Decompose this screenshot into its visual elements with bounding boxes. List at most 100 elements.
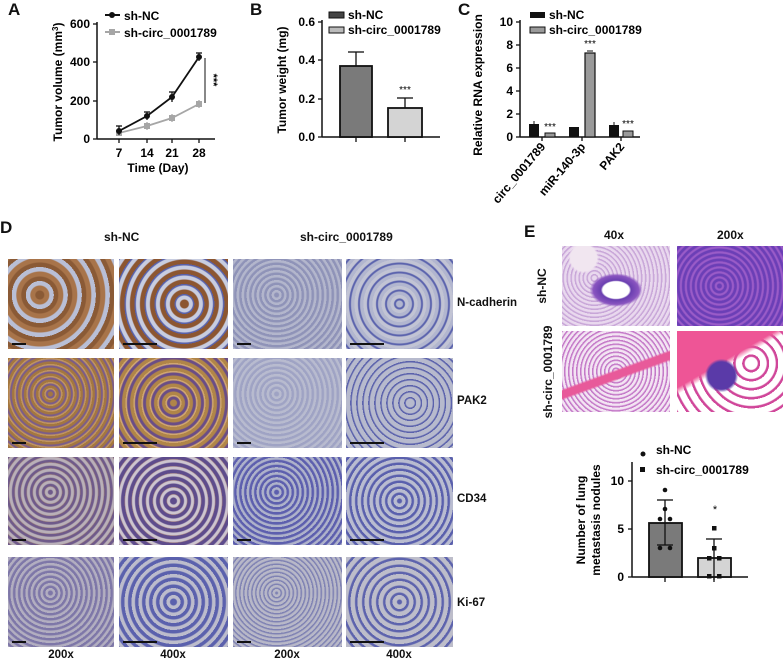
svg-text:14: 14	[140, 146, 154, 160]
ihc-image-cd34-nc-400x	[119, 457, 228, 545]
scale-bar	[12, 641, 26, 643]
svg-text:0.4: 0.4	[298, 53, 315, 67]
svg-text:***: ***	[399, 85, 411, 96]
svg-text:***: ***	[544, 122, 556, 133]
ihc-image-pak2-nc-200x	[8, 358, 114, 448]
mag-label-400x-nc: 400x	[160, 649, 186, 661]
row-label-pak2: PAK2	[457, 395, 487, 407]
scale-bar	[123, 343, 157, 345]
svg-text:*: *	[713, 504, 718, 516]
scale-bar	[237, 343, 251, 345]
panel-label-a: A	[8, 0, 21, 19]
scale-bar	[237, 641, 251, 643]
svg-text:Relative RNA expression: Relative RNA expression	[471, 14, 485, 156]
svg-text:400: 400	[70, 55, 90, 69]
scale-bar	[123, 641, 157, 643]
ihc-image-cd34-kd-200x	[233, 457, 342, 545]
ihc-image-ki67-kd-400x	[346, 557, 453, 647]
scale-bar	[237, 539, 251, 541]
scale-bar	[12, 539, 26, 541]
e-row-label-sh-nc: sh-NC	[535, 268, 549, 304]
svg-text:0.6: 0.6	[298, 15, 315, 29]
e-header-40x: 40x	[604, 228, 625, 242]
svg-text:2: 2	[506, 107, 513, 121]
d-header-sh-circ: sh-circ_0001789	[300, 230, 393, 244]
d-header-sh-nc: sh-NC	[104, 230, 140, 244]
ihc-image-n-cadherin-nc-400x	[119, 259, 228, 349]
mag-label-200x-nc: 200x	[48, 649, 74, 661]
ihc-image-pak2-nc-400x	[119, 358, 228, 448]
svg-text:Number of lung: Number of lung	[574, 476, 588, 565]
svg-text:0.2: 0.2	[298, 92, 315, 106]
svg-text:sh-NC: sh-NC	[348, 8, 384, 22]
e-header-200x: 200x	[717, 228, 744, 242]
svg-text:***: ***	[207, 74, 219, 88]
svg-text:sh-circ_0001789: sh-circ_0001789	[348, 23, 441, 37]
svg-text:0.0: 0.0	[298, 130, 315, 144]
svg-text:28: 28	[192, 146, 206, 160]
ihc-image-n-cadherin-kd-200x	[233, 259, 342, 349]
panel-label-d: D	[0, 218, 13, 237]
mag-label-400x-kd: 400x	[386, 649, 412, 661]
tumor-volume-line-chart: 600 400 200 0 7 14 21 28 Time (Day) Tumor volu…	[51, 9, 219, 175]
row-label-ki67: Ki-67	[457, 597, 486, 609]
he-image-sh-circ-200x	[677, 331, 783, 412]
svg-text:***: ***	[622, 119, 634, 130]
scale-bar	[123, 442, 157, 444]
svg-text:0: 0	[83, 132, 90, 146]
panel-label-c: C	[458, 0, 471, 19]
ihc-image-ki67-kd-200x	[233, 557, 342, 647]
scale-bar	[350, 442, 384, 444]
a-ylabel: Tumor volume (mm3)	[51, 23, 65, 142]
legend-sh-circ: sh-circ_0001789	[124, 26, 217, 40]
svg-text:circ_0001789: circ_0001789	[490, 140, 549, 207]
e-row-label-sh-circ: sh-circ_0001789	[541, 325, 555, 419]
ihc-image-cd34-kd-400x	[346, 457, 453, 545]
lung-metastasis-bar-chart: 10 5 0 Number of lung metastasis nodules *…	[574, 443, 749, 584]
svg-text:6: 6	[506, 61, 513, 75]
ihc-image-cd34-nc-200x	[8, 457, 114, 545]
scale-bar	[123, 539, 157, 541]
svg-text:sh-circ_0001789: sh-circ_0001789	[549, 23, 642, 37]
tumor-weight-bar-chart: 0.6 0.4 0.2 0.0 Tumor weight (mg) *** sh-NC…	[275, 8, 441, 144]
svg-text:Tumor weight (mg): Tumor weight (mg)	[275, 26, 289, 133]
scale-bar	[350, 641, 384, 643]
ihc-image-ki67-nc-200x	[8, 557, 114, 647]
scale-bar	[12, 442, 26, 444]
svg-text:4: 4	[506, 84, 513, 98]
scale-bar	[12, 343, 26, 345]
svg-text:0: 0	[617, 570, 624, 584]
svg-text:sh-NC: sh-NC	[549, 8, 585, 22]
he-image-sh-circ-40x	[562, 331, 670, 412]
svg-text:sh-NC: sh-NC	[656, 443, 692, 457]
legend-sh-nc: sh-NC	[124, 9, 160, 23]
svg-text:7: 7	[116, 146, 123, 160]
panel-label-b: B	[250, 0, 263, 19]
svg-text:***: ***	[584, 39, 596, 50]
svg-text:metastasis nodules: metastasis nodules	[589, 464, 603, 576]
svg-text:600: 600	[70, 17, 90, 31]
svg-text:21: 21	[165, 146, 179, 160]
ihc-image-pak2-kd-200x	[233, 358, 342, 448]
svg-text:0: 0	[506, 130, 513, 144]
svg-text:200: 200	[70, 94, 90, 108]
ihc-image-n-cadherin-nc-200x	[8, 259, 114, 349]
ihc-image-pak2-kd-400x	[346, 358, 453, 448]
svg-text:8: 8	[506, 38, 513, 52]
panel-label-e: E	[524, 222, 536, 241]
scale-bar	[237, 442, 251, 444]
ihc-image-ki67-nc-400x	[119, 557, 228, 647]
mag-label-200x-kd: 200x	[274, 649, 300, 661]
row-label-n-cadherin: N-cadherin	[457, 297, 518, 309]
he-image-sh-nc-40x	[562, 246, 670, 326]
ihc-image-n-cadherin-kd-400x	[346, 259, 453, 349]
scale-bar	[350, 343, 384, 345]
row-label-cd34: CD34	[457, 493, 487, 505]
svg-text:10: 10	[611, 474, 625, 488]
he-image-sh-nc-200x	[677, 246, 783, 326]
scale-bar	[350, 539, 384, 541]
svg-text:5: 5	[617, 522, 624, 536]
a-xlabel: Time (Day)	[127, 161, 188, 175]
svg-text:sh-circ_0001789: sh-circ_0001789	[656, 463, 749, 477]
